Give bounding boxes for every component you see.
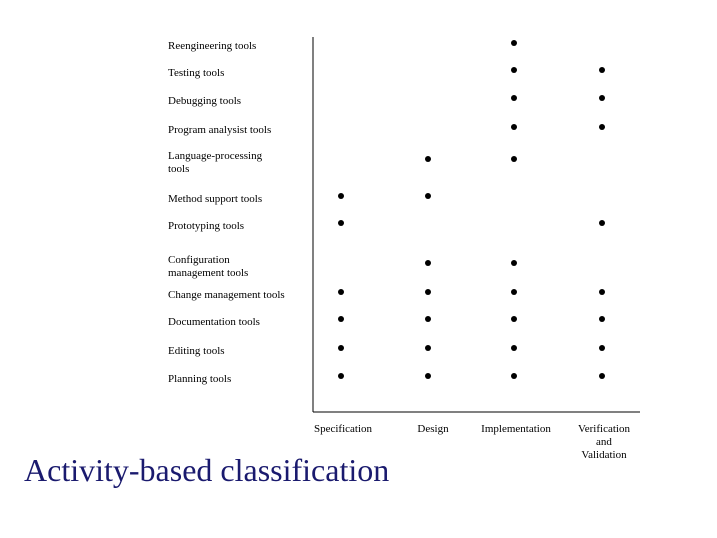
row-label: Change management tools: [168, 289, 285, 301]
chart-point: [425, 316, 431, 322]
chart-point: [425, 193, 431, 199]
chart-point: [425, 345, 431, 351]
row-label: Debugging tools: [168, 95, 242, 107]
chart-point: [599, 345, 605, 351]
chart-point: [511, 316, 517, 322]
row-label: Planning tools: [168, 373, 232, 385]
chart-point: [338, 193, 344, 199]
row-label: Reengineering tools: [168, 40, 257, 52]
row-label: Language-processing tools: [168, 150, 263, 175]
chart-point: [599, 67, 605, 73]
column-label: Verification and Validation: [578, 423, 630, 461]
chart-point: [425, 289, 431, 295]
row-label: Configuration management tools: [168, 254, 249, 279]
chart-point: [511, 95, 517, 101]
chart-point: [511, 373, 517, 379]
chart-point: [338, 373, 344, 379]
row-label: Prototyping tools: [168, 220, 245, 232]
chart-point: [599, 220, 605, 226]
chart-point: [599, 373, 605, 379]
row-label: Editing tools: [168, 345, 225, 357]
chart-point: [425, 260, 431, 266]
chart-point: [599, 95, 605, 101]
row-label: Testing tools: [168, 67, 225, 79]
chart-point: [599, 124, 605, 130]
column-label: Implementation: [481, 423, 551, 435]
chart-point: [599, 289, 605, 295]
chart-point: [338, 345, 344, 351]
chart-point: [511, 67, 517, 73]
chart-point: [425, 373, 431, 379]
chart-point: [599, 316, 605, 322]
chart-point: [511, 345, 517, 351]
row-label: Method support tools: [168, 193, 263, 205]
chart-point: [511, 260, 517, 266]
chart-point: [338, 316, 344, 322]
row-label: Program analysist tools: [168, 124, 272, 136]
chart-point: [338, 220, 344, 226]
chart-point: [425, 156, 431, 162]
row-label: Documentation tools: [168, 316, 260, 328]
chart-marks: [338, 40, 605, 379]
chart-point: [511, 124, 517, 130]
chart-point: [511, 156, 517, 162]
chart-point: [338, 289, 344, 295]
chart-point: [511, 289, 517, 295]
column-label: Design: [417, 423, 449, 435]
chart-point: [511, 40, 517, 46]
slide-title: Activity-based classification: [24, 452, 390, 488]
column-label: Specification: [313, 423, 373, 435]
